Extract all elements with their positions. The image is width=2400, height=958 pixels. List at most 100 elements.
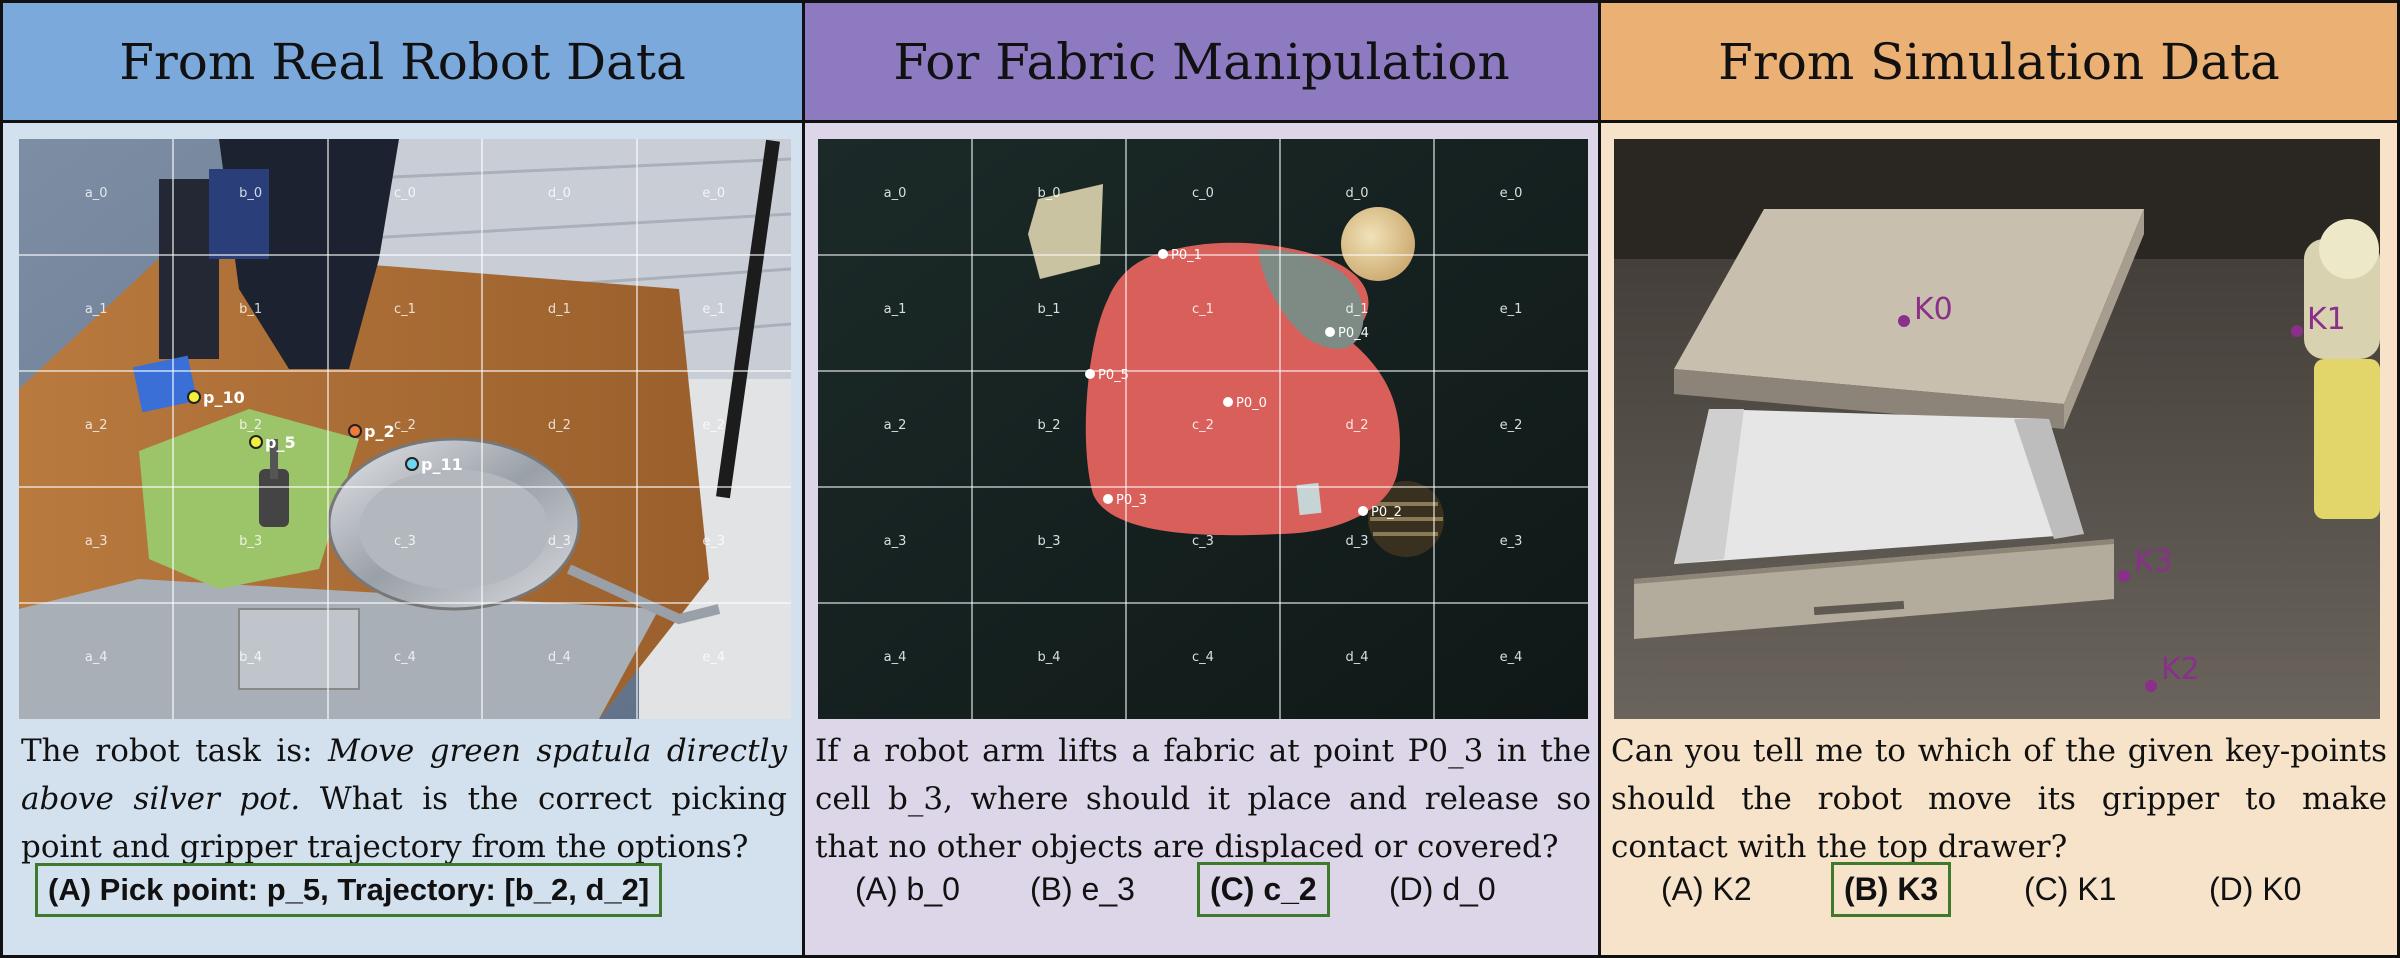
- grid-cell-label: b_4: [239, 650, 262, 665]
- grid-cell-label: b_3: [239, 534, 262, 549]
- grid-cell-label: c_2: [1192, 418, 1214, 433]
- point-label-p11: p_11: [421, 455, 463, 474]
- grid-cell-label: a_1: [884, 302, 907, 317]
- grid-cell-label: b_4: [1037, 650, 1060, 665]
- grid-cell-label: d_1: [1345, 302, 1368, 317]
- point-label-p0-3: P0_3: [1116, 493, 1147, 508]
- point-label-p0-1: P0_1: [1171, 248, 1202, 263]
- grid-lines: [19, 139, 791, 719]
- grid-cell-label: e_0: [702, 186, 725, 201]
- option-a: (A) K2: [1661, 871, 1752, 907]
- keypoint-label-k1: K1: [2307, 302, 2346, 337]
- point-marker-p0-4: [1325, 327, 1335, 337]
- grid-cell-label: c_0: [1192, 186, 1214, 201]
- grid-cell-label: d_0: [548, 186, 571, 201]
- grid-cell-label: d_4: [548, 650, 571, 665]
- panel-title: From Simulation Data: [1601, 3, 2397, 123]
- grid-cell-label: a_2: [884, 418, 907, 433]
- grid-cell-label: d_3: [548, 534, 571, 549]
- grid-cell-label: c_3: [394, 534, 416, 549]
- simulation-scene-svg: K0 K1 K3 K2: [1614, 139, 2380, 719]
- point-marker-p0-5: [1085, 369, 1095, 379]
- grid-cell-label: c_4: [394, 650, 416, 665]
- grid-cell-label: d_1: [548, 302, 571, 317]
- grid-cell-label: a_0: [884, 186, 907, 201]
- question-prefix: The robot task is:: [21, 733, 328, 769]
- grid-cell-label: b_2: [1037, 418, 1060, 433]
- grid-cell-label: a_3: [85, 534, 108, 549]
- question-task: Move green spatula directly above silver…: [21, 733, 787, 817]
- question-text: The robot task is: Move green spatula di…: [21, 727, 787, 871]
- panel-real-robot: From Real Robot Data: [3, 3, 805, 955]
- point-label-p5: p_5: [265, 433, 296, 452]
- keypoint-label-k2: K2: [2161, 652, 2200, 687]
- point-marker-p10: [187, 390, 201, 404]
- grid-cell-label: e_4: [1500, 650, 1523, 665]
- grid-cell-label: a_4: [884, 650, 907, 665]
- grid-lines: [818, 139, 1588, 719]
- point-marker-p5: [249, 435, 263, 449]
- grid-cell-label: e_3: [702, 534, 725, 549]
- point-label-p0-2: P0_2: [1371, 505, 1402, 520]
- grid-cell-label: e_1: [1500, 302, 1523, 317]
- grid-cell-label: d_4: [1345, 650, 1368, 665]
- point-label-p2: p_2: [364, 422, 395, 441]
- point-marker-p0-3: [1103, 494, 1113, 504]
- robot-scene-image: a_0 b_0 c_0 d_0 e_0 a_1 b_1 c_1 d_1 e_1 a_2 b_2 c_2 d…: [19, 139, 791, 719]
- grid-cell-label: d_2: [1345, 418, 1368, 433]
- keypoint-marker-k3: [2118, 570, 2130, 582]
- point-label-p0-0: P0_0: [1236, 396, 1267, 411]
- point-marker-p0-2: [1358, 506, 1368, 516]
- option-b: (B) e_3: [1030, 871, 1135, 907]
- option-a: (A) b_0: [855, 871, 960, 907]
- correct-answer: (A) Pick point: p_5, Trajectory: [b_2, d…: [35, 863, 663, 917]
- grid-cell-label: d_3: [1345, 534, 1368, 549]
- grid-cell-label: a_2: [85, 418, 108, 433]
- grid-cell-label: b_1: [239, 302, 262, 317]
- grid-cell-label: c_1: [394, 302, 416, 317]
- question-text: If a robot arm lifts a fabric at point P…: [815, 733, 1591, 865]
- panel-title: For Fabric Manipulation: [805, 3, 1598, 123]
- panel-fabric: For Fabric Manipulation: [805, 3, 1601, 955]
- grid-cell-label: b_0: [239, 186, 262, 201]
- panel-title: From Real Robot Data: [3, 3, 802, 123]
- point-label-p10: p_10: [203, 388, 245, 407]
- keypoint-label-k3: K3: [2134, 544, 2173, 579]
- grid-cell-label: a_3: [884, 534, 907, 549]
- point-marker-p11: [405, 457, 419, 471]
- option-d: (D) K0: [2209, 871, 2302, 907]
- option-c: (C) K1: [2024, 871, 2117, 907]
- question-text: Can you tell me to which of the given ke…: [1611, 733, 2387, 865]
- point-marker-p0-1: [1158, 249, 1168, 259]
- point-marker-p2: [348, 424, 362, 438]
- grid-cell-label: c_2: [394, 418, 416, 433]
- point-label-p0-4: P0_4: [1338, 326, 1369, 341]
- grid-cell-label: b_1: [1037, 302, 1060, 317]
- grid-cell-label: e_0: [1500, 186, 1523, 201]
- grid-cell-label: c_0: [394, 186, 416, 201]
- keypoint-marker-k1: [2291, 325, 2303, 337]
- grid-cell-label: b_0: [1037, 186, 1060, 201]
- simulation-scene-image: K0 K1 K3 K2: [1614, 139, 2380, 719]
- point-label-p0-5: P0_5: [1098, 368, 1129, 383]
- grid-cell-label: e_2: [702, 418, 725, 433]
- fabric-scene-svg: a_0 b_0 c_0 d_0 e_0a_1 b_1 c_1 d_1 e_1a_2 b_2 c_2 d…: [818, 139, 1588, 719]
- grid-cell-labels: a_0 b_0 c_0 d_0 e_0a_1 b_1 c_1 d_1 e_1a_2 b_2 c_2 d…: [884, 186, 1523, 665]
- grid-cell-label: e_3: [1500, 534, 1523, 549]
- keypoint-marker-k2: [2145, 680, 2157, 692]
- panel-simulation: From Simulation Data: [1601, 3, 2397, 955]
- point-marker-p0-0: [1223, 397, 1233, 407]
- keypoint-marker-k0: [1898, 315, 1910, 327]
- fabric-scene-image: a_0 b_0 c_0 d_0 e_0 a_1 b_1 c_1 d_1 e_1 a_2 b_2 c_2 d…: [818, 139, 1588, 719]
- grid-cell-label: c_1: [1192, 302, 1214, 317]
- robot-scene-svg: a_0 b_0 c_0 d_0 e_0a_1 b_1 c_1 d_1 e_1a_2 b_2 c_2 d…: [19, 139, 791, 719]
- grid-cell-label: b_3: [1037, 534, 1060, 549]
- option-c-correct: (C) c_2: [1197, 862, 1330, 917]
- grid-cell-label: a_0: [85, 186, 108, 201]
- grid-cell-label: b_2: [239, 418, 262, 433]
- grid-cell-label: e_2: [1500, 418, 1523, 433]
- option-d: (D) d_0: [1389, 871, 1496, 907]
- grid-cell-label: a_1: [85, 302, 108, 317]
- keypoint-label-k0: K0: [1914, 292, 1953, 327]
